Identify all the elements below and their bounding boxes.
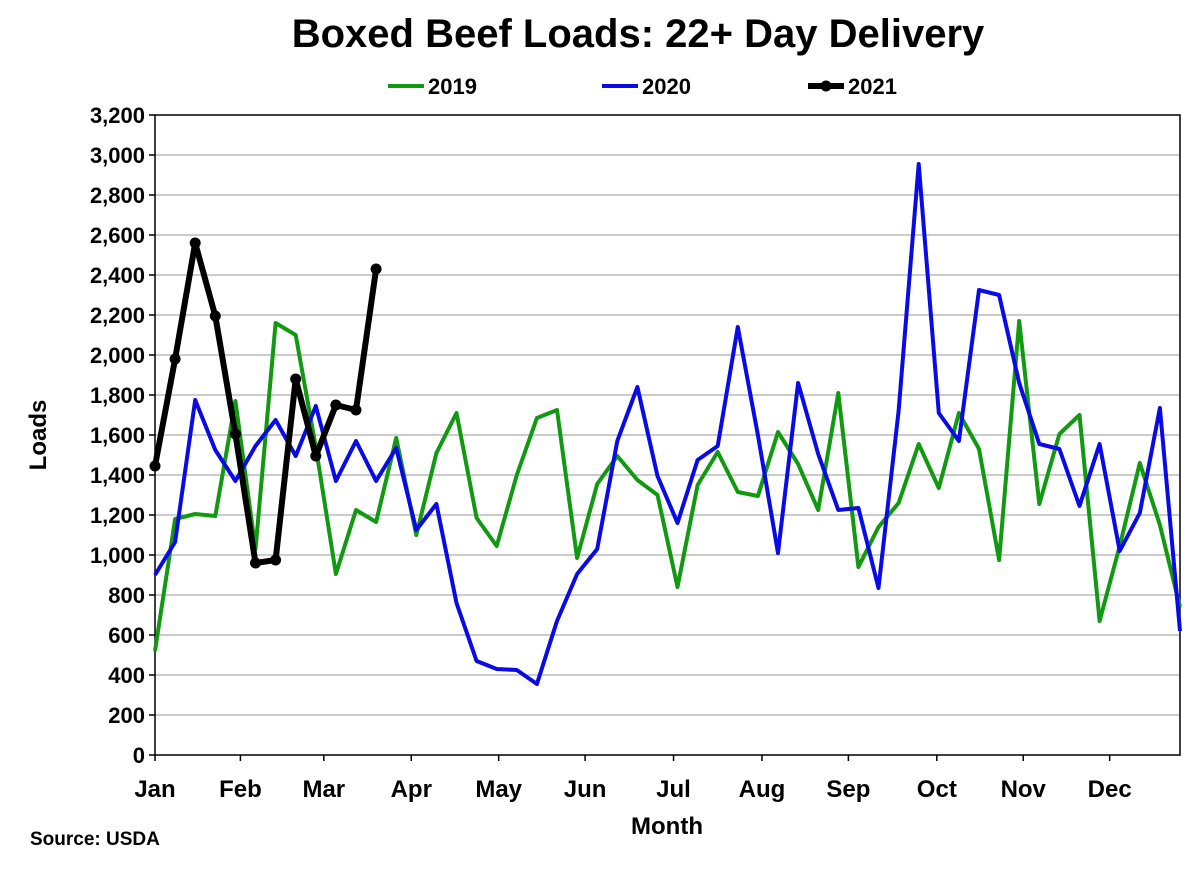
series-line-2020 [153,162,1182,686]
y-tick-label: 1,800 [90,383,145,408]
series-line-2019 [153,319,1182,652]
point-2021 [350,404,362,416]
y-axis-label: Loads [25,400,52,471]
y-tick-label: 2,400 [90,263,145,288]
legend: 2019 2020 2021 [388,74,897,99]
x-tick-label: Nov [1001,776,1047,803]
y-tick-label: 1,400 [90,463,145,488]
point-2021 [330,399,342,411]
y-tick-label: 2,000 [90,343,145,368]
x-tick-label: Feb [219,776,262,803]
x-tick-label: Jun [564,776,607,803]
legend-marker-2021 [820,80,832,92]
y-tick-label: 800 [108,583,145,608]
y-tick-label: 1,000 [90,543,145,568]
source-note: Source: USDA [30,829,160,850]
y-axis-ticks: 0 200 400 600 800 1,000 1,200 1,400 1,600 1,800 2,… [90,103,155,768]
series-lines [149,162,1182,686]
y-tick-label: 2,200 [90,303,145,328]
y-tick-label: 400 [108,663,145,688]
x-tick-label: Jul [656,776,691,803]
x-tick-label: Jan [134,776,175,803]
y-tick-label: 2,800 [90,183,145,208]
x-tick-label: Aug [739,776,786,803]
y-tick-label: 1,200 [90,503,145,528]
x-tick-label: Apr [391,776,432,803]
y-tick-label: 0 [133,743,145,768]
legend-label-2019: 2019 [428,74,477,99]
y-tick-label: 3,000 [90,143,145,168]
point-2021 [290,373,302,385]
point-2021 [209,310,221,322]
x-tick-label: Oct [917,776,957,803]
point-2021 [229,428,241,440]
y-tick-label: 200 [108,703,145,728]
point-2021 [270,554,282,566]
x-tick-label: May [475,776,522,803]
legend-label-2020: 2020 [642,74,691,99]
point-2021 [189,237,201,249]
point-2021 [249,557,261,569]
legend-label-2021: 2021 [848,74,897,99]
point-2021 [149,460,161,472]
y-tick-label: 1,600 [90,423,145,448]
point-2021 [310,450,322,462]
y-tick-label: 600 [108,623,145,648]
x-tick-label: Sep [826,776,870,803]
x-tick-label: Mar [302,776,345,803]
x-axis-ticks: Jan Feb Mar Apr May Jun Jul Aug Sep Oct Nov Dec [134,755,1132,803]
point-2021 [370,263,382,275]
y-tick-label: 2,600 [90,223,145,248]
x-axis-label: Month [631,813,703,840]
chart-title: Boxed Beef Loads: 22+ Day Delivery [291,12,985,56]
x-tick-label: Dec [1088,776,1132,803]
point-2021 [169,353,181,365]
y-tick-label: 3,200 [90,103,145,128]
